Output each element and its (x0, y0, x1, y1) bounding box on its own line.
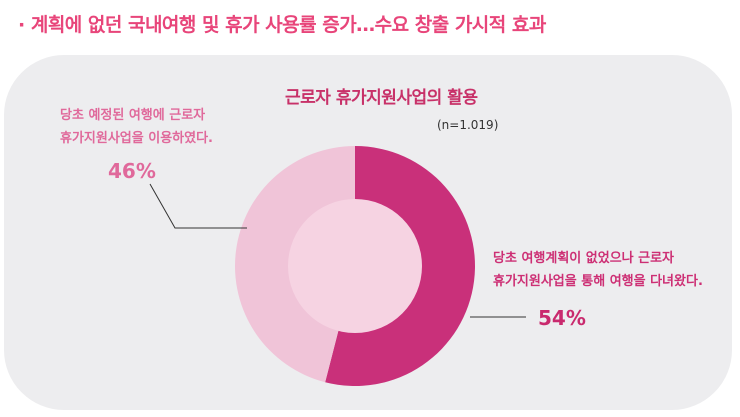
headline: · 계획에 없던 국내여행 및 휴가 사용률 증가…수요 창출 가시적 효과 (18, 14, 546, 36)
slice-value-planned: 46% (108, 159, 156, 183)
sample-size-note: (n=1.019) (437, 118, 499, 132)
slice-label-planned-line-1: 당초 예정된 여행에 근로자 (60, 108, 206, 123)
leader-line-left (149, 183, 247, 229)
slice-label-unplanned: 당초 여행계획이 없었으나 근로자 휴가지원사업을 통해 여행을 다녀왔다. (493, 247, 703, 293)
slice-label-planned-line-2: 휴가지원사업을 이용하였다. (60, 131, 213, 146)
slice-label-planned: 당초 예정된 여행에 근로자 휴가지원사업을 이용하였다. (60, 104, 213, 150)
slice-label-unplanned-line-2: 휴가지원사업을 통해 여행을 다녀왔다. (493, 274, 703, 289)
slice-label-unplanned-line-1: 당초 여행계획이 없었으나 근로자 (493, 251, 675, 266)
slice-value-unplanned: 54% (538, 306, 586, 330)
donut-center (288, 199, 422, 333)
chart-title: 근로자 휴가지원사업의 활용 (285, 88, 478, 108)
